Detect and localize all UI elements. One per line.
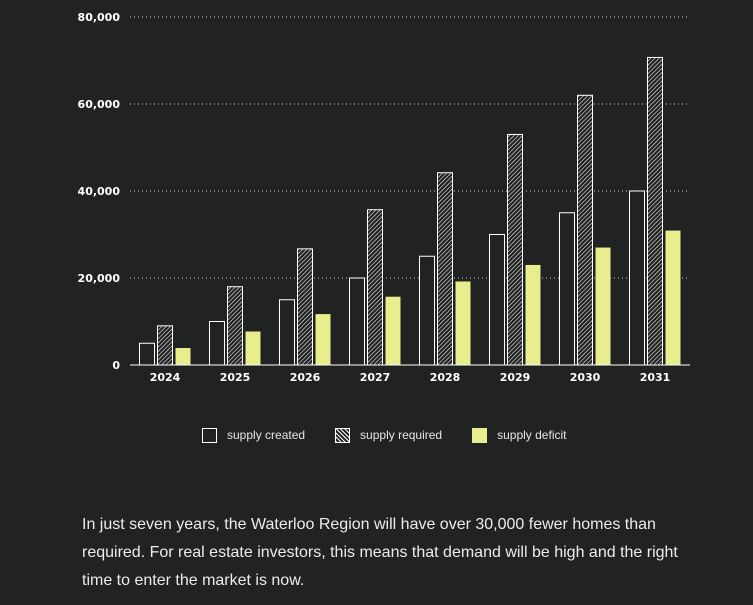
x-tick-label: 2024 [150,371,181,384]
x-tick-label: 2030 [570,371,601,384]
x-tick-label: 2026 [290,371,321,384]
legend-item-supply-deficit: supply deficit [472,427,567,443]
supply-required-bar [157,325,173,366]
supply-required-bar [507,133,523,366]
supply-deficit-bar [665,230,681,365]
supply-created-bar [279,299,295,366]
legend-label: supply required [360,428,443,442]
x-tick-label: 2025 [220,371,251,384]
supply-created-bar [559,212,575,366]
supply-created-swatch [202,427,217,443]
supply-deficit-bar [245,331,261,365]
supply-deficit-bar [455,281,471,365]
x-tick-label: 2028 [430,371,461,384]
legend-item-supply-required: supply required [335,427,443,443]
y-tick-label: 60,000 [78,98,121,111]
y-tick-label: 80,000 [78,11,121,24]
y-tick-label: 0 [112,359,120,372]
supply-required-bar [297,248,313,366]
legend: supply created supply required supply de… [202,426,596,444]
y-tick-label: 40,000 [78,185,121,198]
x-axis: 2024 2025 2026 2027 2028 2029 2030 2031 [130,364,690,384]
supply-deficit-swatch [472,427,488,443]
x-tick-label: 2027 [360,371,391,384]
supply-created-bar [139,342,155,366]
supply-deficit-bar [175,348,191,365]
gridlines [130,16,690,279]
supply-created-bar [209,321,225,366]
legend-item-supply-created: supply created [202,427,306,443]
supply-created-bar [349,277,365,366]
supply-required-swatch [335,427,351,443]
legend-label: supply deficit [497,428,567,442]
legend-label: supply created [227,428,306,442]
supply-deficit-bar [315,314,331,365]
y-axis: 0 20,000 40,000 60,000 80,000 [78,11,121,372]
supply-created-bar [629,190,645,366]
description-text: In just seven years, the Waterloo Region… [82,516,678,589]
bars [139,56,681,366]
supply-deficit-bar [595,247,611,365]
supply-deficit-bar [525,264,541,365]
supply-created-bar [489,234,505,366]
supply-created-bar [419,255,435,366]
x-tick-label: 2029 [500,371,531,384]
supply-required-bar [227,286,243,366]
supply-required-bar [437,172,453,366]
y-tick-label: 20,000 [78,272,121,285]
supply-deficit-bar [385,296,401,365]
supply-required-bar [647,56,663,366]
supply-required-bar [577,94,593,366]
x-tick-label: 2031 [640,371,671,384]
supply-required-bar [367,209,383,366]
